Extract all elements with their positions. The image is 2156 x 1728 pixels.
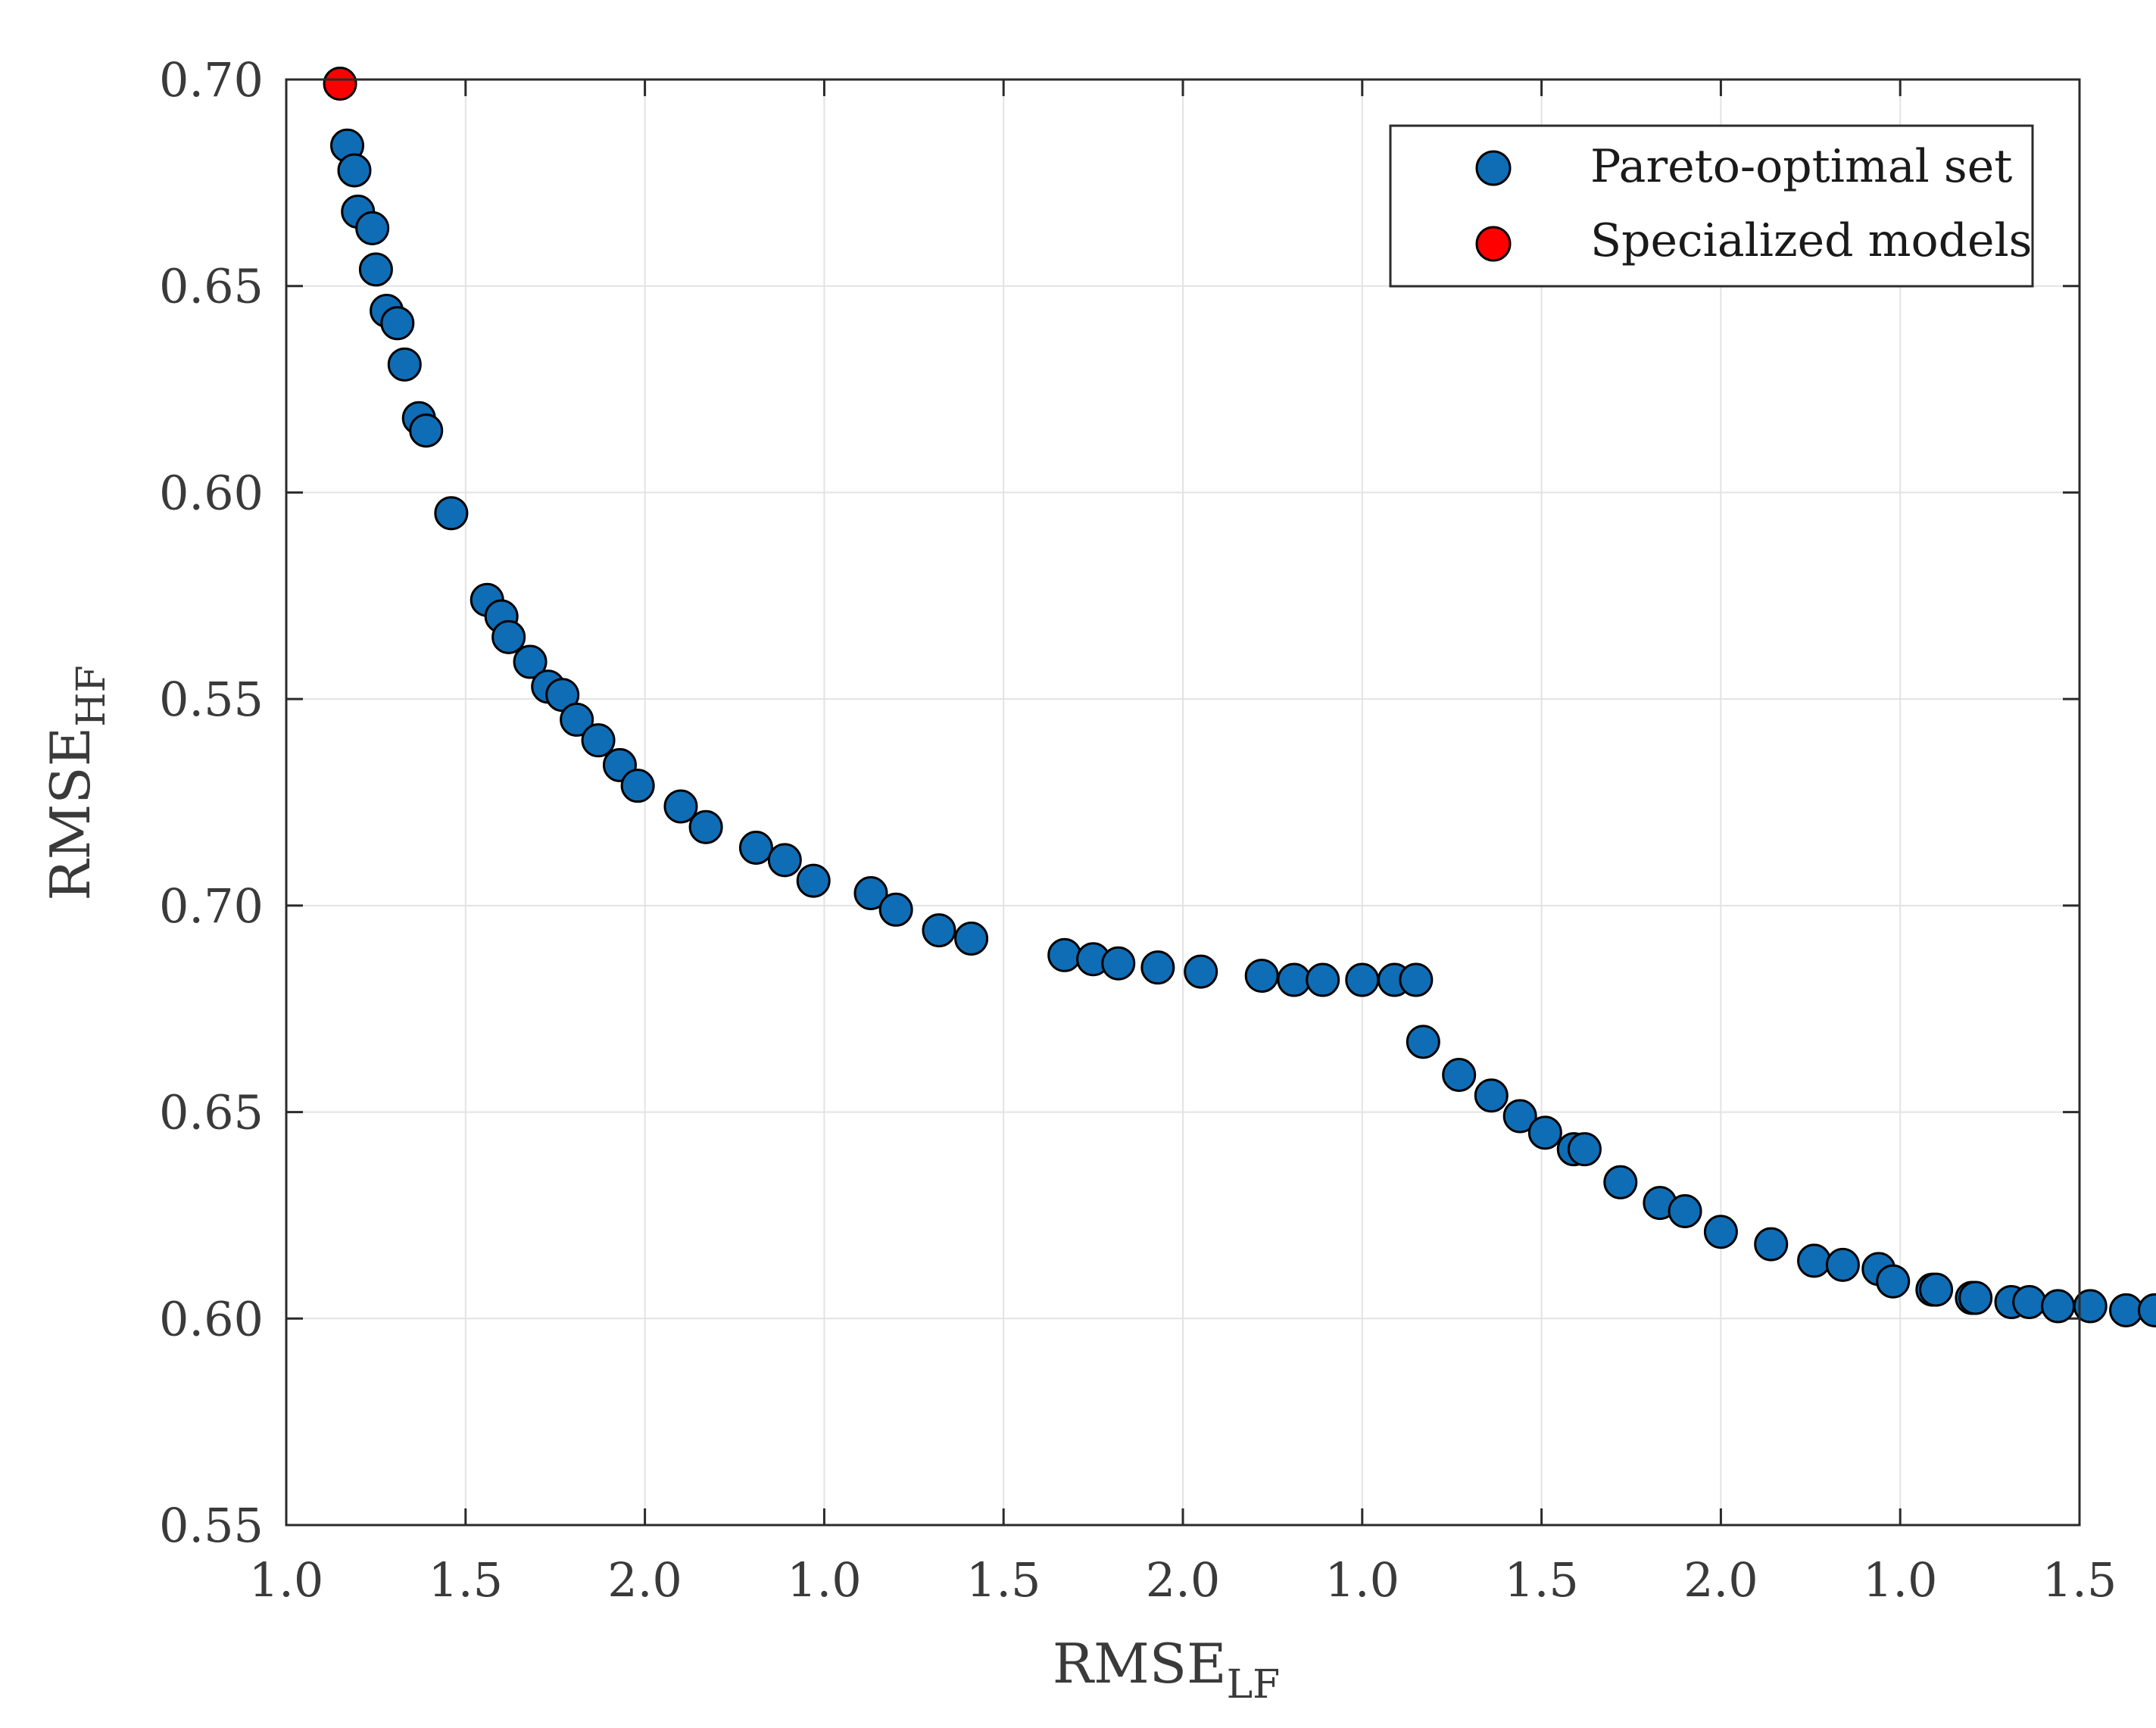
x-axis-label-main: RMSE bbox=[1053, 1632, 1227, 1695]
pareto-point bbox=[1474, 1078, 1509, 1113]
pareto-point bbox=[1244, 959, 1279, 993]
pareto-point bbox=[663, 789, 698, 824]
grid-layer bbox=[285, 79, 2080, 1526]
pareto-point bbox=[1101, 946, 1136, 981]
pareto-point bbox=[355, 211, 390, 245]
pareto-point bbox=[1603, 1165, 1638, 1199]
y-tick-label: 0.60 bbox=[159, 465, 264, 520]
y-axis-label-main: RMSE bbox=[39, 727, 102, 901]
pareto-point bbox=[1876, 1264, 1911, 1299]
y-axis-label: RMSEHF bbox=[39, 665, 114, 900]
pareto-point bbox=[954, 921, 989, 956]
pareto-point bbox=[1306, 962, 1340, 997]
pareto-point bbox=[796, 863, 831, 898]
pareto-point bbox=[620, 769, 655, 803]
pareto-point bbox=[409, 413, 444, 448]
pareto-point bbox=[1567, 1132, 1602, 1167]
pareto-point bbox=[2041, 1289, 2076, 1324]
pareto-point bbox=[358, 252, 393, 287]
x-tick-label: 1.0 bbox=[787, 1552, 862, 1608]
pareto-point bbox=[1399, 962, 1434, 997]
pareto-point bbox=[767, 843, 802, 878]
y-tick-label: 0.60 bbox=[159, 1291, 264, 1346]
pareto-point bbox=[738, 830, 773, 865]
pareto-point bbox=[1919, 1272, 1954, 1307]
x-tick-label: 2.0 bbox=[1683, 1552, 1758, 1608]
pareto-point bbox=[2073, 1289, 2108, 1324]
legend: Pareto-optimal set Specialized models bbox=[1389, 124, 2034, 288]
x-tick-label: 2.0 bbox=[1146, 1552, 1221, 1608]
pareto-point bbox=[1703, 1215, 1738, 1249]
pareto-point bbox=[1668, 1193, 1702, 1228]
pareto-point bbox=[1277, 962, 1312, 997]
pareto-point bbox=[1825, 1247, 1860, 1282]
tick-layer: 1.0 1.5 2.0 1.0 1.5 2.0 1.0 1.5 2.0 1.0 1.5 0.55 0.6… bbox=[159, 52, 2117, 1608]
x-tick-label: 1.5 bbox=[2042, 1552, 2117, 1608]
plot-frame bbox=[285, 78, 2081, 1527]
pareto-point bbox=[2109, 1293, 2144, 1327]
specialized-model-point bbox=[323, 66, 357, 101]
pareto-point bbox=[688, 809, 723, 844]
pareto-point bbox=[434, 496, 469, 531]
pareto-point bbox=[380, 306, 415, 341]
pareto-point bbox=[1527, 1115, 1562, 1150]
x-tick-label: 2.0 bbox=[607, 1552, 682, 1608]
legend-marker-pareto bbox=[1475, 150, 1512, 186]
y-tick-label: 0.65 bbox=[159, 259, 264, 314]
pareto-point bbox=[853, 875, 888, 910]
pareto-point bbox=[1442, 1057, 1477, 1092]
y-axis-label-sub: HF bbox=[69, 665, 114, 726]
pareto-point bbox=[1502, 1099, 1537, 1134]
pareto-point bbox=[1345, 962, 1380, 997]
pareto-point bbox=[513, 644, 548, 679]
x-tick-label: 1.0 bbox=[249, 1552, 324, 1608]
pareto-point bbox=[581, 723, 616, 758]
pareto-point bbox=[1958, 1280, 1993, 1315]
pareto-point bbox=[387, 347, 422, 382]
x-tick-label: 1.5 bbox=[428, 1552, 503, 1608]
x-axis-label-sub: LF bbox=[1227, 1662, 1281, 1708]
pareto-point bbox=[560, 702, 594, 737]
pareto-point bbox=[878, 892, 913, 927]
legend-marker-specialized bbox=[1475, 226, 1512, 262]
points-layer bbox=[323, 66, 2156, 1327]
y-tick-label: 0.55 bbox=[159, 672, 264, 727]
x-tick-label: 1.0 bbox=[1863, 1552, 1938, 1608]
x-axis-label: RMSELF bbox=[1053, 1632, 1280, 1708]
pareto-point bbox=[1406, 1025, 1440, 1059]
pareto-point bbox=[2012, 1284, 2047, 1319]
x-tick-label: 1.5 bbox=[1504, 1552, 1579, 1608]
pareto-point bbox=[1184, 954, 1218, 989]
x-tick-label: 1.0 bbox=[1324, 1552, 1399, 1608]
pareto-point bbox=[337, 153, 372, 188]
pareto-point bbox=[491, 619, 526, 654]
pareto-point bbox=[1140, 950, 1175, 985]
pareto-point bbox=[1047, 937, 1082, 972]
pareto-point bbox=[922, 913, 956, 948]
pareto-point bbox=[2137, 1293, 2156, 1327]
y-tick-label: 0.65 bbox=[159, 1085, 264, 1140]
legend-label-pareto: Pareto-optimal set bbox=[1590, 140, 2012, 193]
legend-label-specialized: Specialized models bbox=[1590, 214, 2032, 267]
y-tick-label: 0.70 bbox=[159, 52, 264, 108]
pareto-point bbox=[1754, 1227, 1789, 1262]
x-tick-label: 1.5 bbox=[966, 1552, 1041, 1608]
y-tick-label: 0.55 bbox=[159, 1498, 264, 1553]
y-tick-label: 0.70 bbox=[159, 878, 264, 934]
pareto-point bbox=[1797, 1243, 1832, 1278]
